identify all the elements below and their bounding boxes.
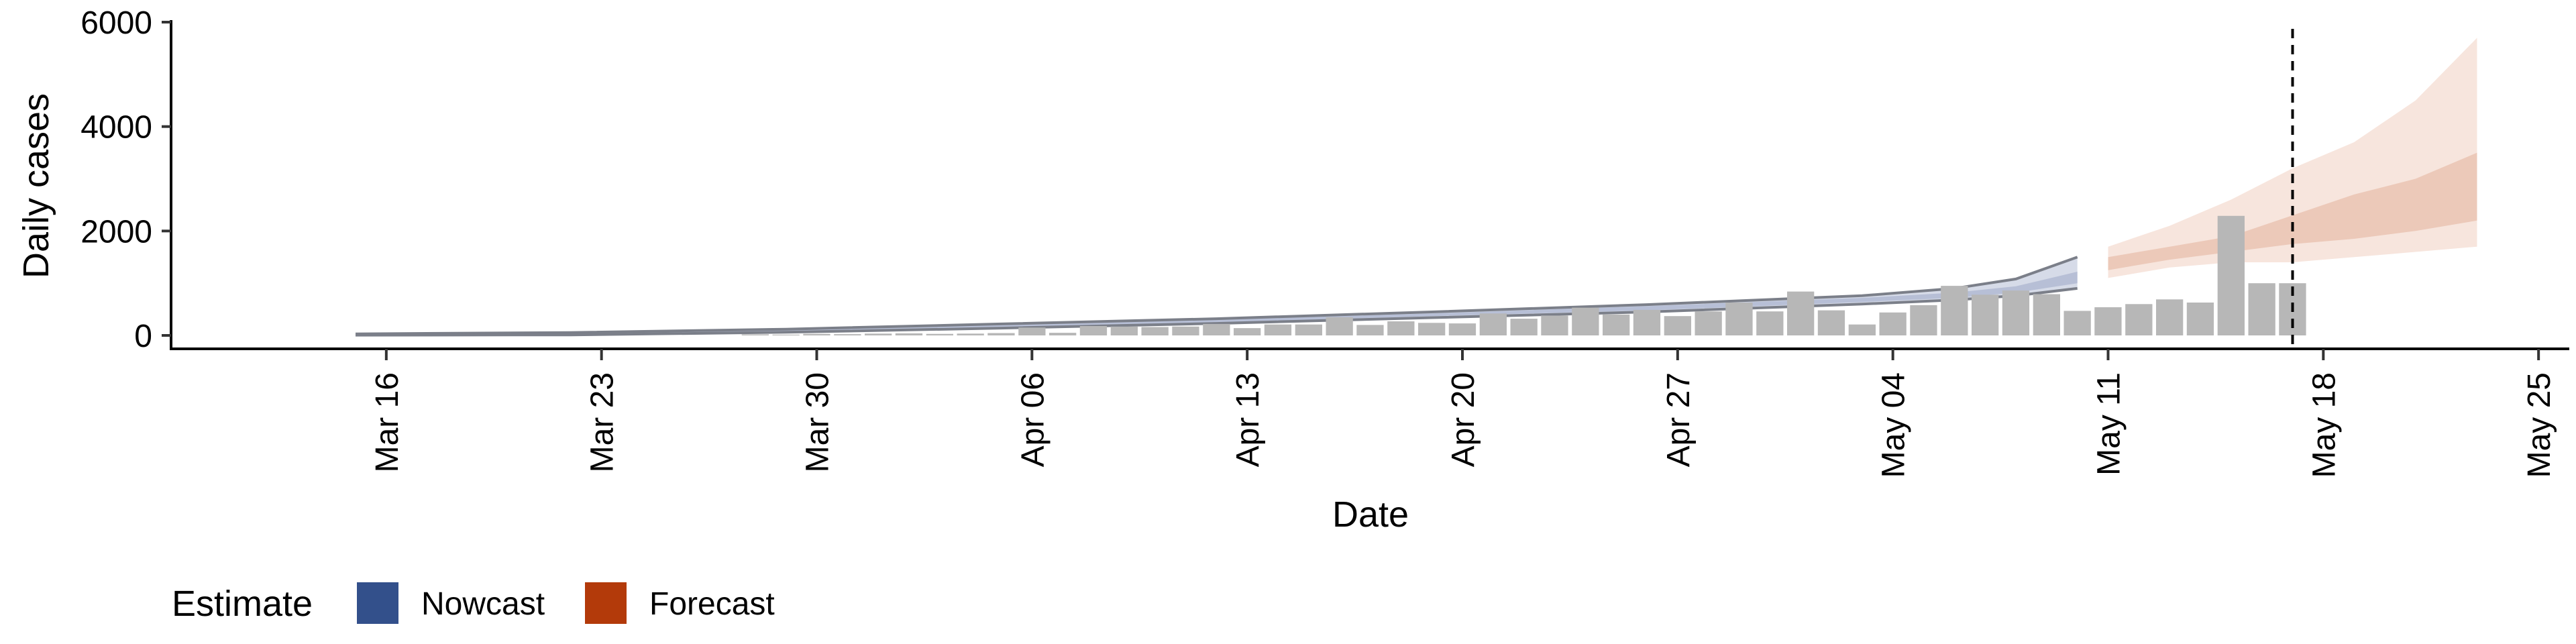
nowcast-upper-line (355, 256, 2078, 335)
case-bar (1817, 310, 1845, 335)
legend-label-forecast: Forecast (649, 586, 775, 622)
case-bar (1295, 324, 1322, 335)
x-tick-label: Apr 06 (1015, 372, 1051, 467)
x-tick-label: Apr 13 (1230, 372, 1266, 467)
case-bars (741, 215, 2306, 335)
y-ticks: 0 2000 4000 6000 (80, 5, 171, 354)
legend-title: Estimate (172, 584, 313, 624)
case-bar (895, 333, 923, 335)
case-bar (1572, 307, 1599, 335)
case-bar (1326, 317, 1353, 335)
y-tick-label: 2000 (80, 214, 152, 250)
x-tick-label: Mar 30 (800, 372, 836, 472)
case-bar (1787, 291, 1815, 335)
case-bar (2125, 304, 2153, 335)
case-bar (1079, 326, 1108, 335)
case-bar (1387, 321, 1415, 335)
case-bar (741, 334, 769, 335)
case-bar (1418, 323, 1446, 335)
case-bar (1541, 315, 1568, 335)
x-tick-label: Apr 27 (1661, 372, 1697, 467)
case-bar (1141, 327, 1169, 335)
y-tick-label: 6000 (80, 5, 152, 41)
x-tick-label: May 25 (2522, 372, 2557, 478)
case-bar (1264, 324, 1292, 335)
case-bar (2217, 215, 2245, 335)
case-bar (2186, 303, 2214, 335)
x-tick-label: Mar 16 (370, 372, 405, 472)
case-bar (1448, 323, 1477, 335)
case-bar (1356, 325, 1384, 335)
legend: Estimate Nowcast Forecast (172, 582, 775, 624)
case-bar (1049, 333, 1077, 335)
case-bar (926, 333, 953, 335)
case-bar (834, 334, 861, 335)
case-bar (1110, 326, 1138, 335)
case-bar (2063, 311, 2091, 335)
legend-swatch-forecast (585, 582, 627, 624)
x-tick-label: Apr 20 (1446, 372, 1481, 467)
case-bar (2094, 307, 2122, 335)
case-bar (2002, 290, 2030, 335)
x-tick-label: May 04 (1876, 372, 1912, 478)
y-tick-label: 4000 (80, 110, 152, 146)
case-bar (1910, 305, 1937, 335)
case-bar (2248, 283, 2275, 335)
case-bar (865, 333, 892, 335)
case-bar (1664, 316, 1691, 335)
x-tick-label: May 18 (2306, 372, 2342, 478)
case-bar (987, 333, 1015, 335)
case-bar (1234, 328, 1261, 335)
y-tick-label: 0 (134, 319, 152, 354)
case-bar (1879, 312, 1907, 335)
case-bar (957, 333, 984, 335)
x-tick-label: Mar 23 (585, 372, 621, 472)
x-axis-label: Date (1332, 494, 1409, 535)
case-bar (1510, 319, 1538, 335)
case-bar (2156, 299, 2184, 335)
case-bar (1203, 323, 1230, 335)
case-bar (1756, 311, 1784, 335)
case-bar (1479, 313, 1507, 335)
axes (170, 20, 2569, 350)
x-ticks: Mar 16 Mar 23 Mar 30 Apr 06 Apr 13 Apr 20 Apr … (370, 349, 2557, 478)
forecast-inner-band (2108, 152, 2477, 270)
forecast-bands (2108, 38, 2477, 278)
case-bar (1633, 309, 1661, 335)
case-bar (1172, 326, 1199, 335)
case-bar (803, 333, 830, 335)
case-bar (1725, 303, 1753, 335)
case-bar (1848, 324, 1876, 335)
case-bar (1018, 327, 1046, 335)
x-tick-label: May 11 (2092, 372, 2127, 476)
legend-swatch-nowcast (357, 582, 398, 624)
case-bar (1695, 311, 1722, 335)
case-bar (1603, 314, 1630, 335)
legend-label-nowcast: Nowcast (421, 586, 545, 622)
case-bar (1972, 294, 1999, 335)
y-axis-label: Daily cases (16, 93, 56, 278)
case-bar (2033, 294, 2060, 335)
case-bar (1941, 286, 1968, 335)
